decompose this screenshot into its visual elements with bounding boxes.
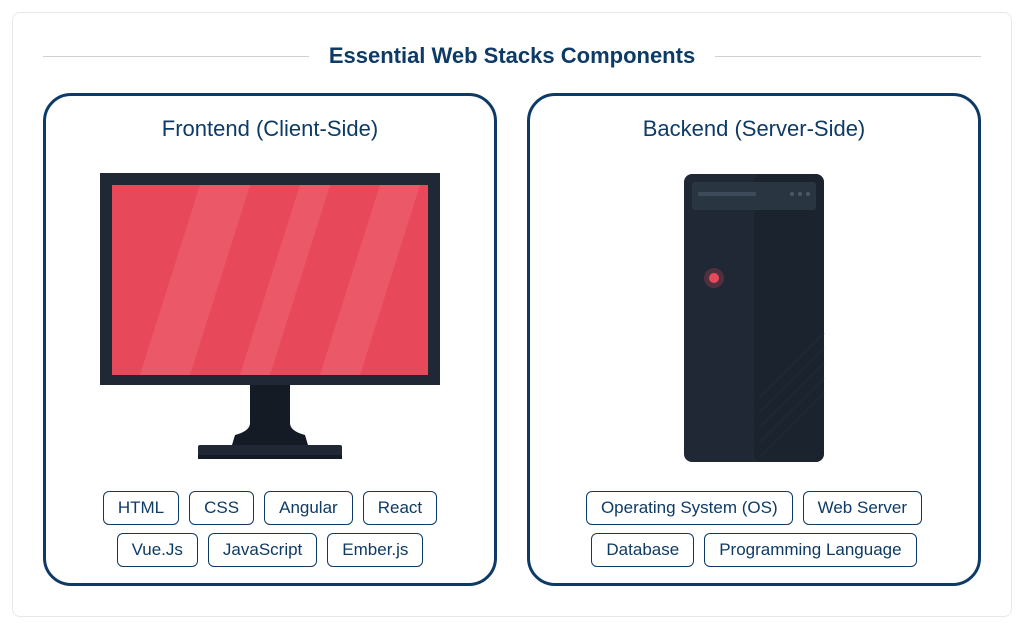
frontend-tag: JavaScript <box>208 533 317 567</box>
backend-panel: Backend (Server-Side) <box>527 93 981 586</box>
backend-tag: Programming Language <box>704 533 916 567</box>
frontend-tag: CSS <box>189 491 254 525</box>
backend-title: Backend (Server-Side) <box>643 116 866 142</box>
panels-row: Frontend (Client-Side) <box>43 93 981 586</box>
frontend-tag: Vue.Js <box>117 533 198 567</box>
backend-tag: Operating System (OS) <box>586 491 793 525</box>
frontend-title: Frontend (Client-Side) <box>162 116 378 142</box>
frontend-panel: Frontend (Client-Side) <box>43 93 497 586</box>
title-row: Essential Web Stacks Components <box>43 43 981 69</box>
monitor-icon <box>100 173 440 463</box>
backend-tag: Database <box>591 533 694 567</box>
backend-tags: Operating System (OS) Web Server Database P… <box>550 491 958 567</box>
backend-tag: Web Server <box>803 491 922 525</box>
frontend-tag: Angular <box>264 491 353 525</box>
main-title: Essential Web Stacks Components <box>309 43 715 69</box>
monitor-illustration <box>66 154 474 481</box>
frontend-tag: React <box>363 491 437 525</box>
server-illustration <box>550 154 958 481</box>
frontend-tag: HTML <box>103 491 179 525</box>
frontend-tag: Ember.js <box>327 533 423 567</box>
diagram-container: Essential Web Stacks Components Frontend… <box>12 12 1012 617</box>
frontend-tags: HTML CSS Angular React Vue.Js JavaScript Ember… <box>66 491 474 567</box>
server-icon <box>674 168 834 468</box>
